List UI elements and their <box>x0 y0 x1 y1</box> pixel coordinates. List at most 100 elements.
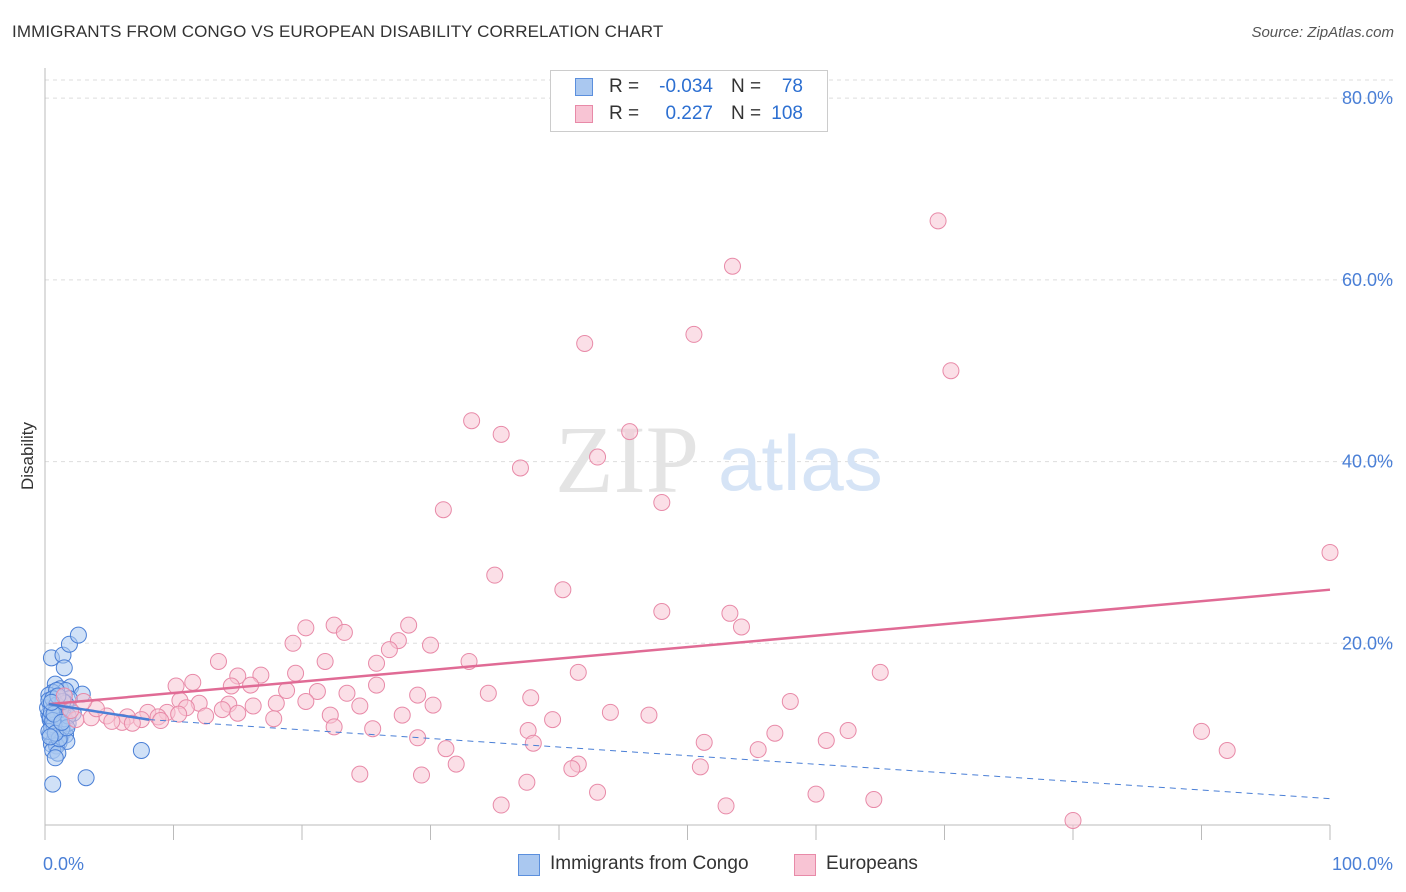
point-europeans <box>518 773 536 791</box>
point-europeans <box>213 701 231 719</box>
point-europeans <box>865 791 883 809</box>
point-europeans <box>364 720 382 738</box>
point-europeans <box>492 425 510 443</box>
point-congo <box>69 626 87 644</box>
point-europeans <box>479 684 497 702</box>
point-europeans <box>123 714 141 732</box>
legend-swatch-congo <box>575 78 593 96</box>
legend-swatch-congo <box>518 854 540 876</box>
point-europeans <box>380 641 398 659</box>
point-europeans <box>209 652 227 670</box>
legend-n-value: 78 <box>781 76 803 97</box>
point-europeans <box>942 362 960 380</box>
y-tick-labels: 20.0% 40.0% 60.0% 80.0% <box>1342 88 1393 653</box>
point-europeans <box>817 732 835 750</box>
watermark: ZIP atlas <box>555 406 883 513</box>
y-tick-label: 80.0% <box>1342 88 1393 108</box>
point-europeans <box>749 741 767 759</box>
point-europeans <box>781 692 799 710</box>
series-legend: Immigrants from Congo Europeans <box>0 852 1406 878</box>
point-europeans <box>447 755 465 773</box>
legend-swatch-europeans <box>794 854 816 876</box>
point-europeans <box>524 734 542 752</box>
point-congo <box>44 775 62 793</box>
point-europeans <box>1321 543 1339 561</box>
point-europeans <box>695 733 713 751</box>
point-europeans <box>653 602 671 620</box>
point-europeans <box>653 493 671 511</box>
point-europeans <box>721 604 739 622</box>
point-europeans <box>278 682 296 700</box>
point-europeans <box>492 796 510 814</box>
point-europeans <box>284 634 302 652</box>
chart-source: Source: ZipAtlas.com <box>1251 24 1394 41</box>
point-europeans <box>544 711 562 729</box>
point-europeans <box>244 697 262 715</box>
series-congo <box>39 626 150 793</box>
chart-title: IMMIGRANTS FROM CONGO VS EUROPEAN DISABI… <box>12 22 664 41</box>
legend-swatch-europeans <box>575 105 593 123</box>
watermark-atlas: atlas <box>718 419 883 507</box>
point-europeans <box>252 666 270 684</box>
point-europeans <box>589 448 607 466</box>
point-europeans <box>486 566 504 584</box>
point-europeans <box>463 412 481 430</box>
point-europeans <box>640 706 658 724</box>
legend-n-label: N = <box>731 103 762 124</box>
point-europeans <box>685 325 703 343</box>
point-europeans <box>691 758 709 776</box>
point-europeans <box>197 707 215 725</box>
legend-n-value: 108 <box>771 103 803 124</box>
point-europeans <box>424 696 442 714</box>
point-europeans <box>422 636 439 654</box>
point-congo <box>46 749 64 767</box>
point-europeans <box>351 697 369 715</box>
point-europeans <box>267 694 285 712</box>
legend-r-label: R = <box>609 76 640 97</box>
point-europeans <box>723 257 741 275</box>
y-axis-title: Disability <box>18 421 37 490</box>
point-europeans <box>222 677 240 695</box>
point-congo <box>55 659 73 677</box>
legend-label-europeans: Europeans <box>826 853 918 874</box>
legend-r-label: R = <box>609 103 640 124</box>
point-europeans <box>368 676 386 694</box>
series-europeans <box>55 212 1339 829</box>
point-europeans <box>434 501 452 519</box>
point-europeans <box>732 618 750 636</box>
point-europeans <box>409 686 427 704</box>
x-tick-label: 0.0% <box>43 854 84 874</box>
point-europeans <box>287 664 305 682</box>
point-europeans <box>437 740 455 758</box>
point-congo <box>77 769 95 787</box>
x-tick-labels: 0.0% 100.0% <box>43 854 1393 874</box>
y-tick-label: 40.0% <box>1342 452 1393 472</box>
legend-r-value: -0.034 <box>659 76 713 97</box>
point-europeans <box>1218 742 1236 759</box>
point-europeans <box>576 334 594 352</box>
point-europeans <box>413 766 431 784</box>
point-europeans <box>170 705 188 723</box>
point-europeans <box>601 703 619 721</box>
point-europeans <box>297 619 315 637</box>
point-europeans <box>62 702 80 720</box>
point-congo <box>132 742 150 759</box>
point-europeans <box>589 783 607 801</box>
point-europeans <box>400 616 418 634</box>
correlation-legend: R = -0.034 N = 78 R = 0.227 N = 108 <box>550 70 828 132</box>
point-europeans <box>338 684 356 702</box>
point-europeans <box>621 423 639 441</box>
point-europeans <box>308 682 326 700</box>
point-europeans <box>807 785 825 803</box>
legend-label-congo: Immigrants from Congo <box>550 853 749 874</box>
point-europeans <box>554 581 572 599</box>
point-europeans <box>393 706 411 724</box>
point-europeans <box>316 652 334 670</box>
trend-congo-extrapolated <box>149 719 1331 800</box>
point-europeans <box>1193 722 1210 740</box>
point-europeans <box>229 704 247 722</box>
trend-europeans <box>48 588 1331 706</box>
legend-row-congo: R = -0.034 N = 78 <box>551 75 827 101</box>
point-europeans <box>335 623 353 641</box>
point-europeans <box>929 212 947 230</box>
